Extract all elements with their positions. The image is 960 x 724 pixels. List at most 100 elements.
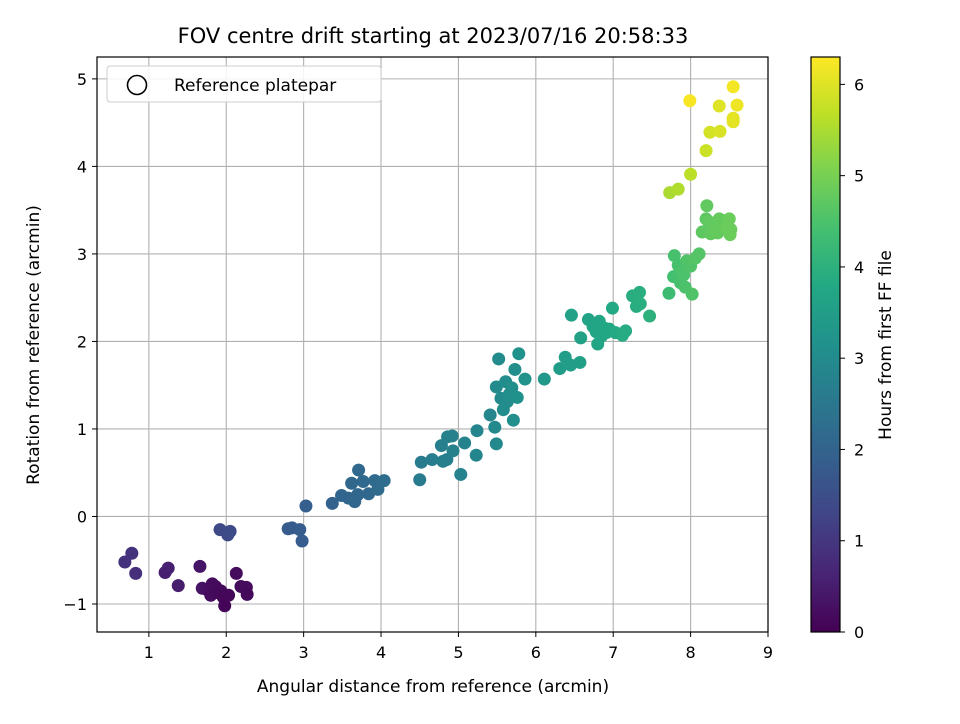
data-point	[605, 301, 619, 315]
data-point	[512, 347, 526, 361]
data-point	[726, 111, 740, 125]
data-point	[454, 467, 468, 481]
data-point	[413, 473, 427, 487]
legend-marker-icon	[126, 74, 148, 96]
data-point	[193, 559, 207, 573]
data-point	[129, 566, 143, 580]
data-point	[508, 362, 522, 376]
data-point	[683, 94, 697, 108]
data-point	[446, 444, 460, 458]
y-axis-ticks: −1 0 1 2 3 4 5	[63, 70, 97, 614]
x-tick-label: 9	[763, 643, 773, 662]
x-axis-ticks: 1 2 3 4 5 6 7 8 9	[144, 632, 773, 662]
x-tick-label: 1	[144, 643, 154, 662]
data-point	[671, 182, 685, 196]
data-point	[574, 331, 588, 345]
data-point	[492, 352, 506, 366]
data-point	[222, 588, 236, 602]
data-point	[573, 355, 587, 369]
grid-lines	[97, 57, 769, 632]
y-tick-label: −1	[63, 595, 87, 614]
data-point	[325, 496, 339, 510]
legend: Reference platepar	[106, 65, 382, 103]
data-point	[223, 524, 237, 538]
data-point	[712, 99, 726, 113]
y-tick-label: 5	[77, 70, 87, 89]
data-point	[518, 372, 532, 386]
x-tick-label: 2	[221, 643, 231, 662]
data-point	[713, 124, 727, 138]
data-point	[488, 420, 502, 434]
y-tick-label: 4	[77, 157, 87, 176]
data-point	[722, 212, 736, 226]
data-point	[564, 308, 578, 322]
colorbar-tick-label: 2	[854, 440, 864, 459]
x-tick-label: 8	[686, 643, 696, 662]
chart-title: FOV centre drift starting at 2023/07/16 …	[178, 24, 689, 48]
data-point	[345, 476, 359, 490]
data-point	[724, 222, 738, 236]
data-point	[619, 324, 633, 338]
x-tick-label: 4	[376, 643, 386, 662]
y-tick-label: 1	[77, 420, 87, 439]
x-tick-label: 6	[531, 643, 541, 662]
data-points	[118, 80, 744, 613]
data-point	[293, 523, 307, 537]
colorbar: 0 1 2 3 4 5 6 Hours from first FF file	[810, 56, 896, 642]
x-axis-label: Angular distance from reference (arcmin)	[257, 677, 609, 697]
data-point	[352, 463, 366, 477]
data-point	[726, 80, 740, 94]
colorbar-tick-label: 0	[854, 623, 864, 642]
data-point	[414, 455, 428, 469]
data-point	[692, 247, 706, 261]
data-point	[510, 390, 524, 404]
colorbar-tick-label: 3	[854, 349, 864, 368]
data-point	[633, 285, 647, 299]
data-point	[118, 555, 132, 569]
colorbar-ticks: 0 1 2 3 4 5 6	[840, 75, 864, 642]
data-point	[469, 448, 483, 462]
data-point	[470, 424, 484, 438]
data-point	[161, 561, 175, 575]
data-point	[685, 287, 699, 301]
y-axis-label: Rotation from reference (arcmin)	[24, 205, 44, 485]
colorbar-tick-label: 4	[854, 258, 864, 277]
legend-box	[106, 65, 382, 103]
data-point	[356, 474, 370, 488]
data-point	[458, 436, 472, 450]
data-point	[703, 125, 717, 139]
data-point	[377, 474, 391, 488]
legend-label: Reference platepar	[174, 76, 336, 96]
x-tick-label: 7	[608, 643, 618, 662]
data-point	[643, 309, 657, 323]
data-point	[699, 144, 713, 158]
data-point	[730, 98, 744, 112]
data-point	[662, 286, 676, 300]
data-point	[506, 413, 520, 427]
plot-frame	[96, 56, 769, 633]
data-point	[537, 372, 551, 386]
data-point	[299, 499, 313, 513]
data-point	[171, 579, 185, 593]
y-tick-label: 0	[77, 507, 87, 526]
colorbar-gradient	[810, 56, 841, 633]
x-tick-label: 3	[299, 643, 309, 662]
colorbar-tick-label: 6	[854, 75, 864, 94]
data-point	[125, 546, 139, 560]
colorbar-tick-label: 5	[854, 167, 864, 186]
data-point	[351, 488, 365, 502]
x-tick-label: 5	[453, 643, 463, 662]
data-point	[700, 199, 714, 213]
data-point	[295, 534, 309, 548]
data-point	[633, 297, 647, 311]
colorbar-label: Hours from first FF file	[876, 250, 896, 440]
y-tick-label: 2	[77, 332, 87, 351]
data-point	[218, 599, 232, 613]
data-point	[677, 268, 691, 282]
data-point	[483, 408, 497, 422]
data-point	[240, 587, 254, 601]
data-point	[229, 566, 243, 580]
data-point	[425, 453, 439, 467]
data-point	[445, 429, 459, 443]
